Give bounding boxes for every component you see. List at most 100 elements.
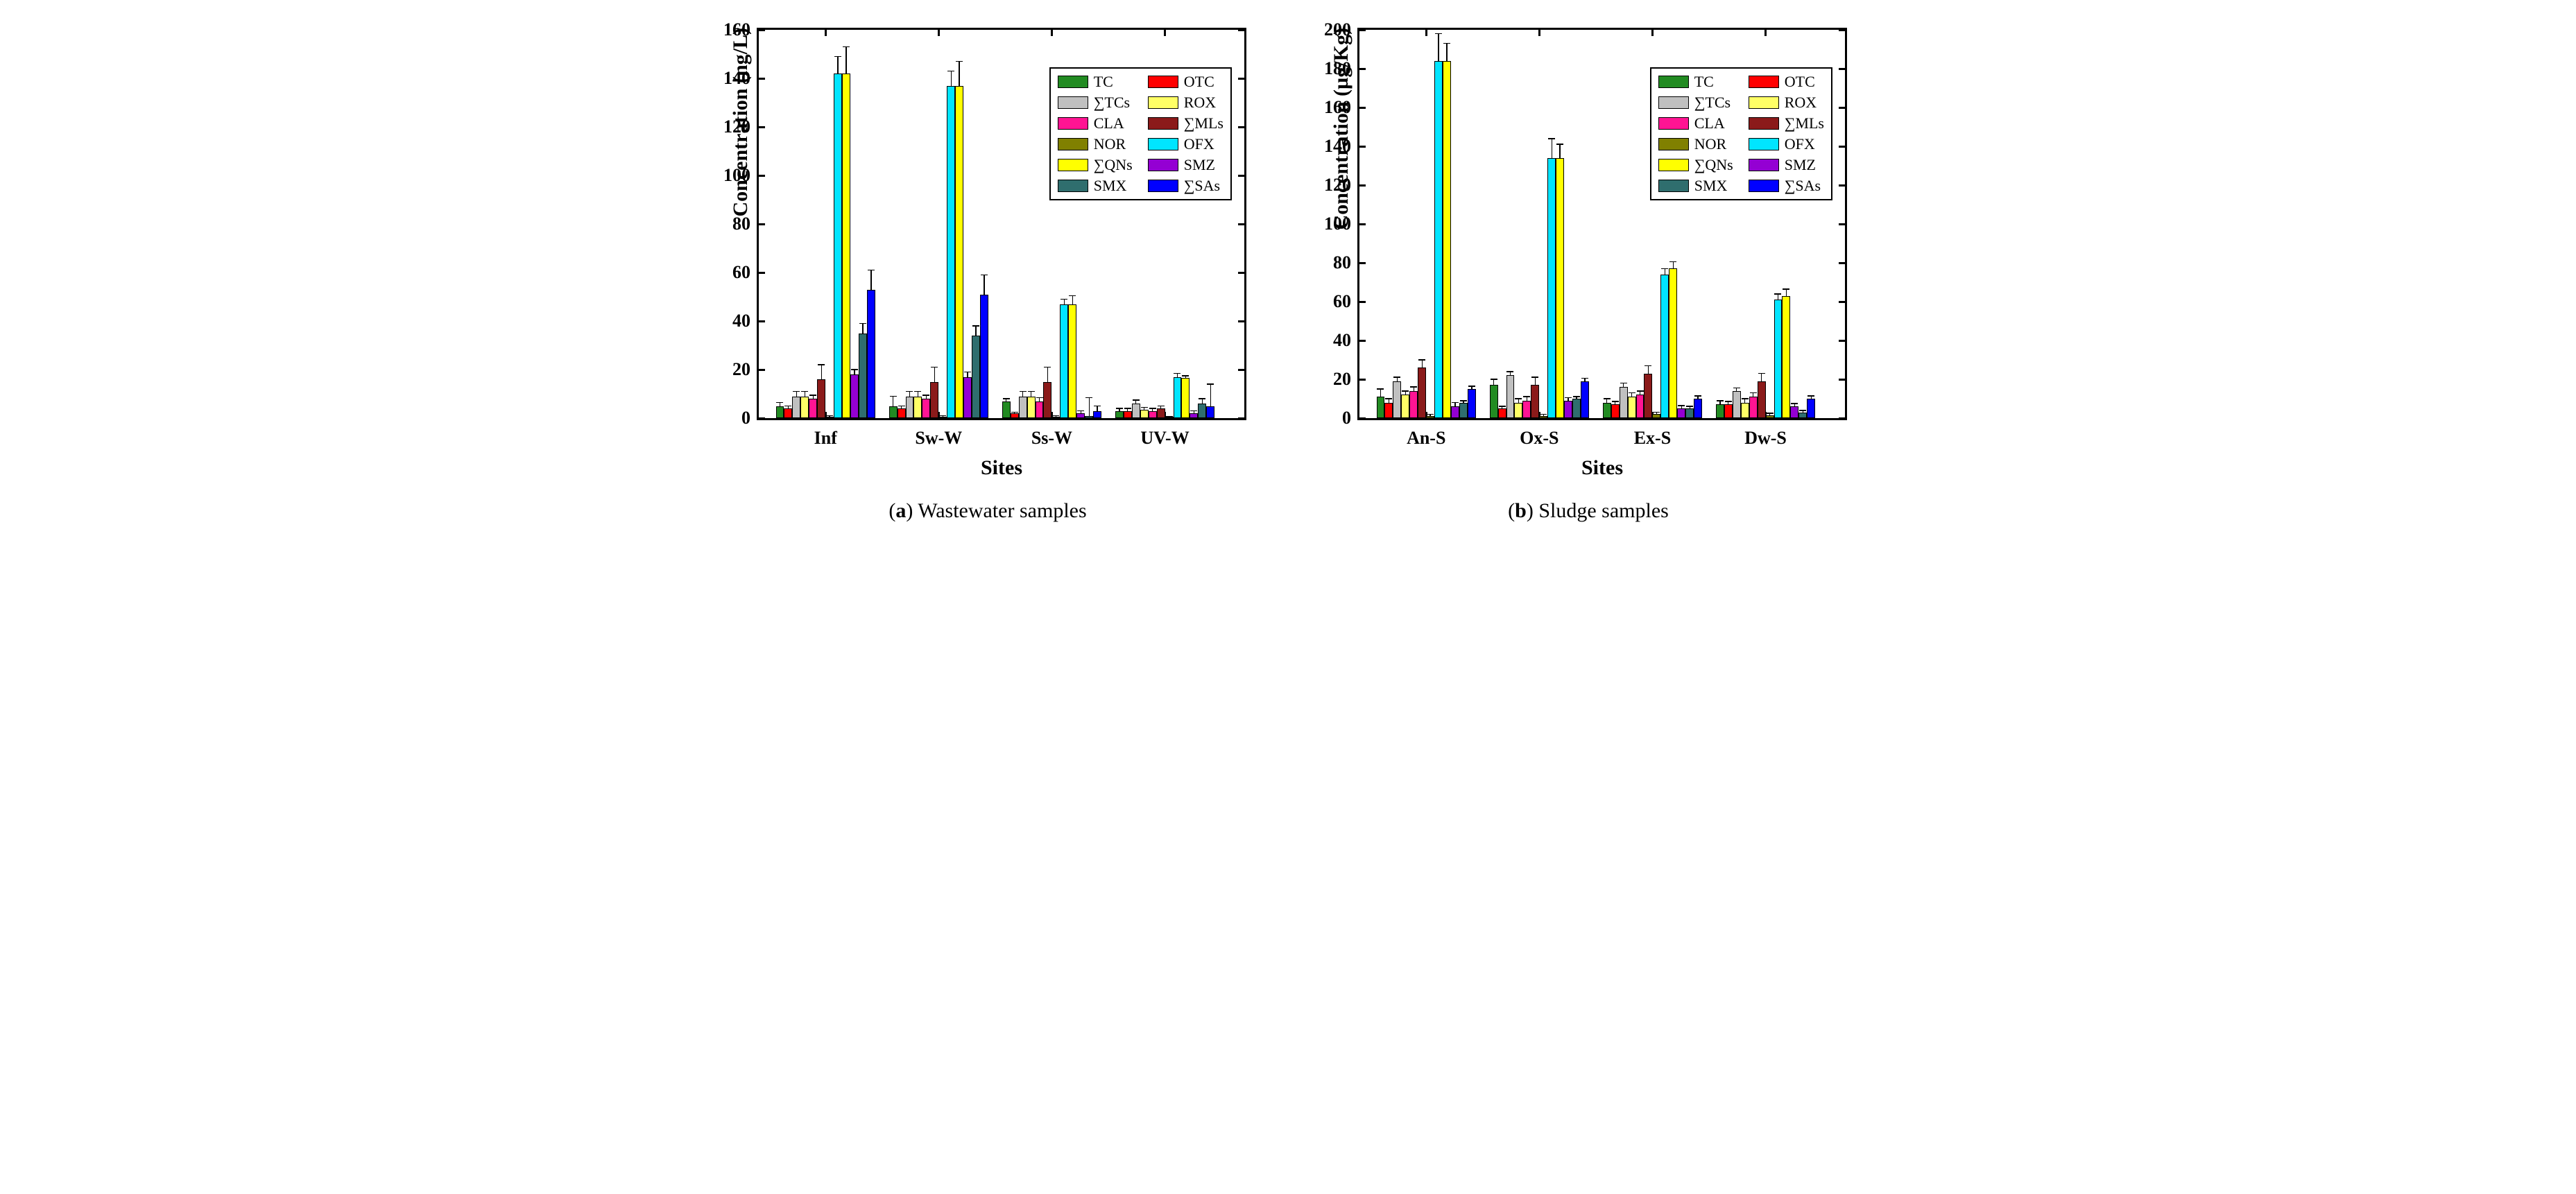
ytick-label: 140 bbox=[723, 68, 759, 89]
legend-item-SMZ: SMZ bbox=[1749, 156, 1824, 174]
bar-OTC bbox=[1724, 404, 1733, 418]
bar-CLA bbox=[1636, 395, 1645, 418]
legend-item-TC: TC bbox=[1658, 73, 1733, 91]
panel-b-plot-outer: 020406080100120140160180200An-SOx-SEx-SD… bbox=[1357, 28, 1847, 480]
bar-SMX bbox=[1198, 404, 1206, 418]
legend-swatch bbox=[1658, 159, 1689, 171]
bar-SMZ bbox=[963, 377, 972, 419]
bar-SMZ bbox=[1677, 408, 1685, 418]
bar-sMLs bbox=[1644, 374, 1652, 418]
bar-OFX bbox=[1434, 61, 1443, 418]
ytick-label: 160 bbox=[1324, 97, 1359, 118]
legend-label: TC bbox=[1094, 73, 1113, 91]
bar-sMLs bbox=[1758, 381, 1766, 418]
figure-container: Concentration (ng/L) 0204060801001201401… bbox=[0, 0, 2576, 537]
xtick-label: Ex-S bbox=[1634, 418, 1671, 449]
xtick-label: An-S bbox=[1407, 418, 1445, 449]
bar-sQNs bbox=[1782, 296, 1790, 418]
bar-SMZ bbox=[850, 374, 859, 418]
legend-label: ∑SAs bbox=[1785, 177, 1821, 195]
bar-SMZ bbox=[1076, 413, 1085, 418]
bar-ROX bbox=[1140, 410, 1149, 418]
legend-item-OFX: OFX bbox=[1749, 135, 1824, 153]
panel-a-xlabel: Sites bbox=[757, 456, 1246, 480]
legend-label: ∑QNs bbox=[1694, 156, 1733, 174]
bar-sSAs bbox=[1807, 399, 1815, 418]
bar-ROX bbox=[1514, 403, 1522, 418]
legend-label: SMZ bbox=[1184, 156, 1215, 174]
legend-item-sQNs: ∑QNs bbox=[1058, 156, 1133, 174]
legend-label: CLA bbox=[1094, 114, 1124, 132]
legend-item-CLA: CLA bbox=[1658, 114, 1733, 132]
bar-OFX bbox=[1774, 300, 1783, 418]
legend-label: SMZ bbox=[1785, 156, 1816, 174]
bar-OTC bbox=[1124, 411, 1132, 419]
panel-b-caption: (b) Sludge samples bbox=[1508, 499, 1669, 523]
legend-item-sMLs: ∑MLs bbox=[1749, 114, 1824, 132]
legend: TC∑TCsCLANOR∑QNsSMXOTCROX∑MLsOFXSMZ∑SAs bbox=[1049, 67, 1232, 200]
legend-label: OFX bbox=[1785, 135, 1815, 153]
legend-swatch bbox=[1749, 138, 1779, 150]
bar-SMX bbox=[1459, 403, 1468, 418]
panel-a-caption-letter: a bbox=[895, 499, 906, 522]
bar-sQNs bbox=[1443, 61, 1451, 418]
legend-item-OTC: OTC bbox=[1148, 73, 1223, 91]
bar-sMLs bbox=[1157, 408, 1165, 418]
bar-OTC bbox=[1384, 403, 1393, 418]
bar-sTCs bbox=[1733, 391, 1741, 418]
bar-NOR bbox=[1426, 416, 1434, 418]
legend-item-NOR: NOR bbox=[1058, 135, 1133, 153]
bar-NOR bbox=[1051, 417, 1060, 418]
xtick-label: Ox-S bbox=[1520, 418, 1559, 449]
bar-sTCs bbox=[1132, 404, 1140, 418]
panel-b: Concentration (µg/Kg) 020406080100120140… bbox=[1330, 28, 1847, 523]
legend-item-sSAs: ∑SAs bbox=[1148, 177, 1223, 195]
bar-ROX bbox=[1401, 395, 1409, 418]
legend-label: ∑MLs bbox=[1785, 114, 1824, 132]
legend-swatch bbox=[1148, 159, 1178, 171]
bar-sTCs bbox=[1620, 387, 1628, 418]
ytick-label: 80 bbox=[732, 214, 759, 234]
legend-swatch bbox=[1749, 159, 1779, 171]
panel-a-caption-text: Wastewater samples bbox=[918, 499, 1086, 522]
bar-sTCs bbox=[1506, 375, 1515, 418]
bar-SMX bbox=[1572, 399, 1581, 418]
legend-swatch bbox=[1658, 180, 1689, 192]
bar-sTCs bbox=[792, 397, 800, 419]
ytick-label: 100 bbox=[723, 165, 759, 186]
bar-sQNs bbox=[1068, 304, 1076, 419]
bar-ROX bbox=[1741, 403, 1749, 418]
legend-item-OFX: OFX bbox=[1148, 135, 1223, 153]
legend-item-TC: TC bbox=[1058, 73, 1133, 91]
bar-ROX bbox=[1027, 397, 1036, 419]
bar-TC bbox=[1002, 401, 1011, 419]
bar-sTCs bbox=[1393, 381, 1401, 418]
legend-swatch bbox=[1058, 159, 1088, 171]
legend-label: TC bbox=[1694, 73, 1714, 91]
bar-sSAs bbox=[1468, 389, 1476, 418]
bar-NOR bbox=[1539, 416, 1547, 418]
legend: TC∑TCsCLANOR∑QNsSMXOTCROX∑MLsOFXSMZ∑SAs bbox=[1650, 67, 1832, 200]
bar-sTCs bbox=[1019, 397, 1027, 419]
legend-item-sMLs: ∑MLs bbox=[1148, 114, 1223, 132]
bar-sQNs bbox=[955, 86, 963, 419]
xtick-label: Sw-W bbox=[915, 418, 962, 449]
panel-a-plot-area: 020406080100120140160InfSw-WSs-WUV-WTC∑T… bbox=[757, 28, 1246, 420]
legend-swatch bbox=[1148, 138, 1178, 150]
legend-swatch bbox=[1148, 117, 1178, 130]
legend-swatch bbox=[1148, 76, 1178, 88]
bar-sMLs bbox=[1043, 382, 1051, 419]
bar-NOR bbox=[1766, 415, 1774, 418]
bar-SMX bbox=[1685, 408, 1694, 418]
legend-label: OTC bbox=[1184, 73, 1214, 91]
legend-swatch bbox=[1658, 138, 1689, 150]
bar-SMX bbox=[1085, 416, 1093, 419]
legend-item-sSAs: ∑SAs bbox=[1749, 177, 1824, 195]
bar-OFX bbox=[1174, 377, 1182, 419]
bar-CLA bbox=[1749, 397, 1758, 418]
ytick-label: 20 bbox=[1333, 369, 1359, 390]
bar-sSAs bbox=[1694, 399, 1702, 418]
legend-swatch bbox=[1658, 96, 1689, 109]
bar-OFX bbox=[1060, 304, 1068, 419]
legend-swatch bbox=[1058, 76, 1088, 88]
